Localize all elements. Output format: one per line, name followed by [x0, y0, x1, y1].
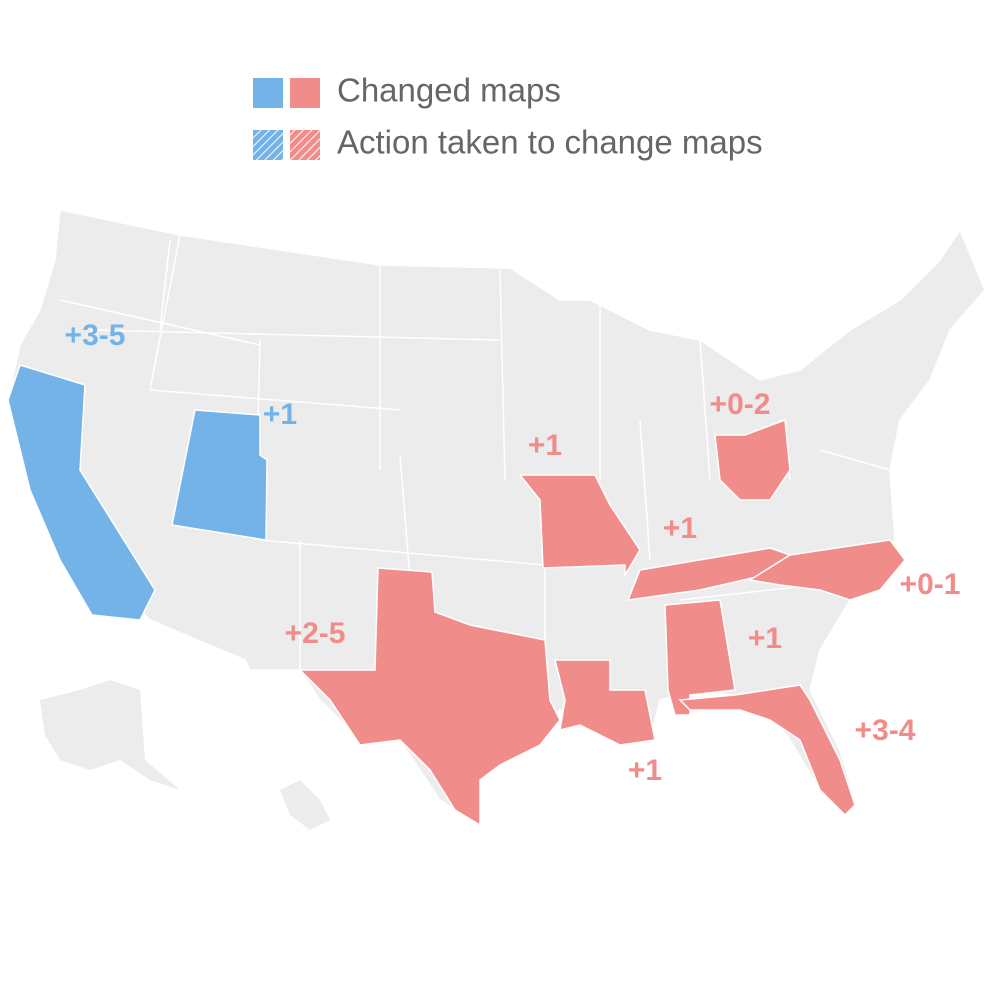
state-label: +0-1: [900, 568, 961, 601]
legend: Changed maps Action taken to change maps: [253, 72, 763, 161]
state-label: +2-5: [285, 617, 346, 650]
states-changed: [7, 364, 906, 827]
legend-swatch: [253, 78, 283, 108]
state-fl: [678, 684, 856, 817]
legend-label: Changed maps: [337, 72, 561, 109]
legend-label: Action taken to change maps: [337, 124, 763, 161]
state-label: +0-2: [710, 388, 771, 421]
state-ca: [7, 364, 156, 621]
state-label: +3-4: [855, 714, 916, 747]
state-oh: [714, 418, 791, 501]
state-la: [554, 659, 656, 746]
hawaii: [280, 780, 330, 830]
state-label: +1: [528, 429, 562, 462]
state-label: +1: [748, 622, 782, 655]
legend-swatch: [253, 130, 283, 160]
base-map: [7, 209, 986, 830]
alaska: [40, 680, 180, 790]
legend-swatch: [290, 78, 320, 108]
state-label: +1: [628, 754, 662, 787]
legend-swatch: [290, 130, 320, 160]
state-label: +3-5: [65, 319, 126, 352]
map-labels: +3-5 +1 +2-5 +1 +0-2 +1 +0-1 +1 +3-4 +1: [65, 319, 961, 787]
state-nc: [747, 539, 906, 601]
state-ut: [171, 409, 268, 541]
state-mo: [518, 474, 641, 578]
state-tx: [298, 567, 561, 827]
state-label: +1: [263, 398, 297, 431]
state-label: +1: [663, 512, 697, 545]
